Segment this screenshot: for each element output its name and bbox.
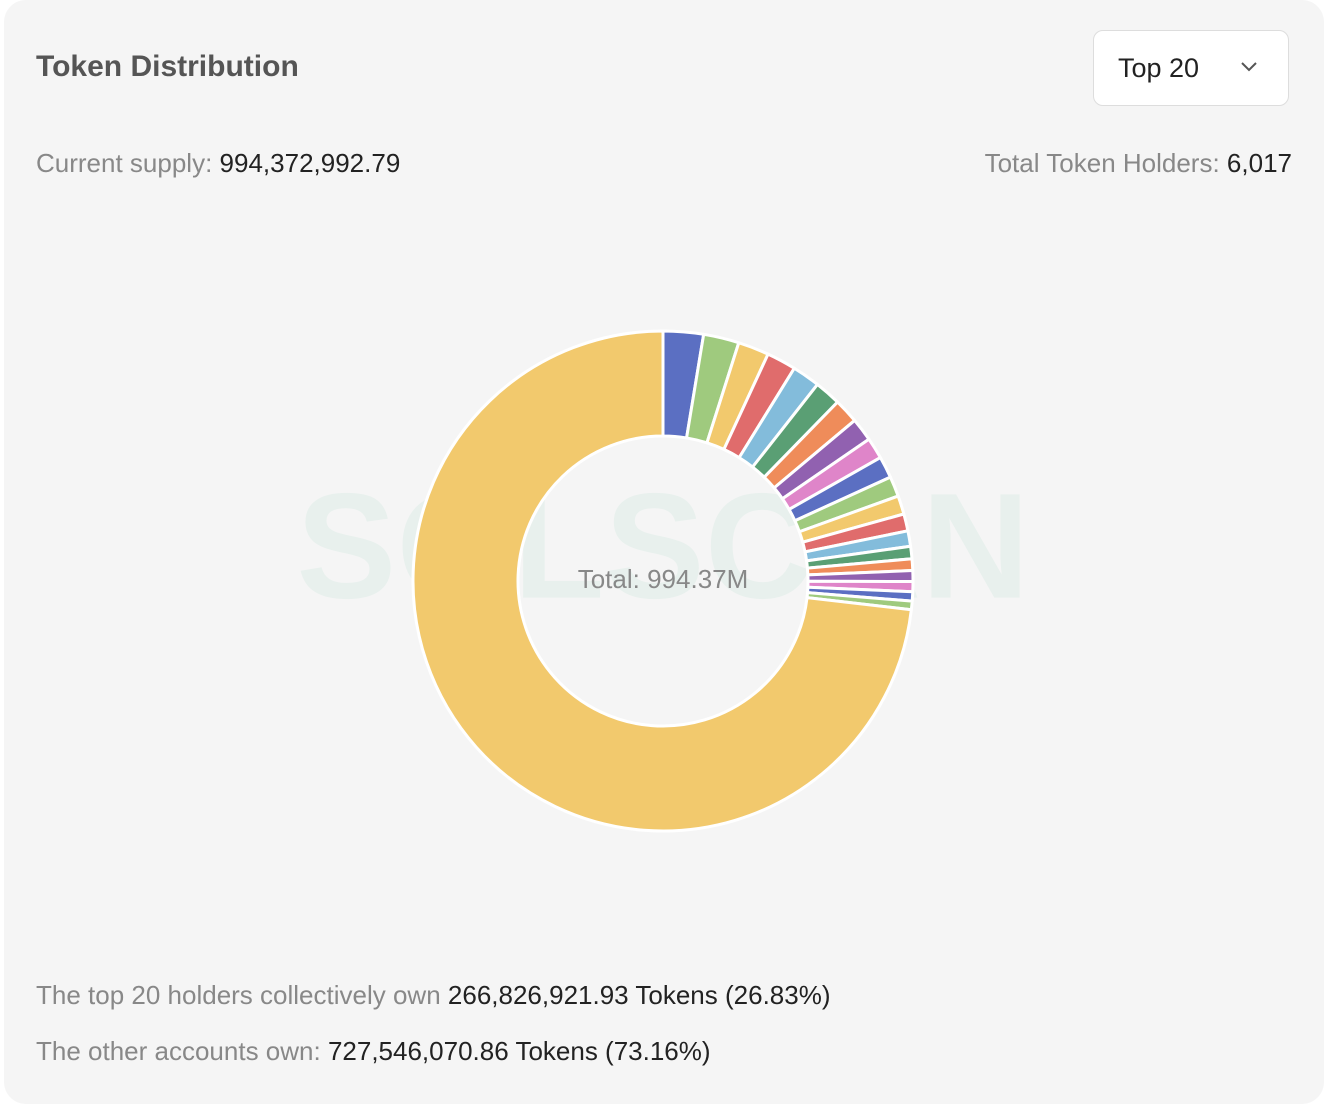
supply-label: Current supply: (36, 148, 213, 178)
supply-value: 994,372,992.79 (219, 148, 401, 178)
top-label: The top 20 holders collectively own (36, 980, 441, 1010)
supply: Current supply: 994,372,992.79 (36, 148, 400, 179)
other-value: 727,546,070.86 Tokens (73.16%) (327, 1036, 711, 1066)
top-value: 266,826,921.93 Tokens (26.83%) (447, 980, 831, 1010)
donut-segment (411, 329, 913, 833)
top-share: The top 20 holders collectively own 266,… (36, 980, 831, 1011)
other-share: The other accounts own: 727,546,070.86 T… (36, 1036, 711, 1067)
other-label: The other accounts own: (36, 1036, 321, 1066)
center-label: Total: 994.37M (578, 564, 749, 594)
holders: Total Token Holders: 6,017 (985, 148, 1292, 179)
holders-value: 6,017 (1226, 148, 1292, 178)
card: Token Distribution Top 20 Current supply… (4, 0, 1324, 1104)
title: Token Distribution (36, 50, 299, 83)
donut-chart: SOLSCAN Total: 994.37M (296, 329, 1030, 833)
holders-label: Total Token Holders: (984, 148, 1220, 178)
chevron (1241, 62, 1257, 72)
watermark: SOLSCAN (296, 462, 1029, 630)
dropdown-label[interactable]: Top 20 (1118, 53, 1200, 83)
dropdown[interactable]: Top 20 (1093, 30, 1289, 106)
